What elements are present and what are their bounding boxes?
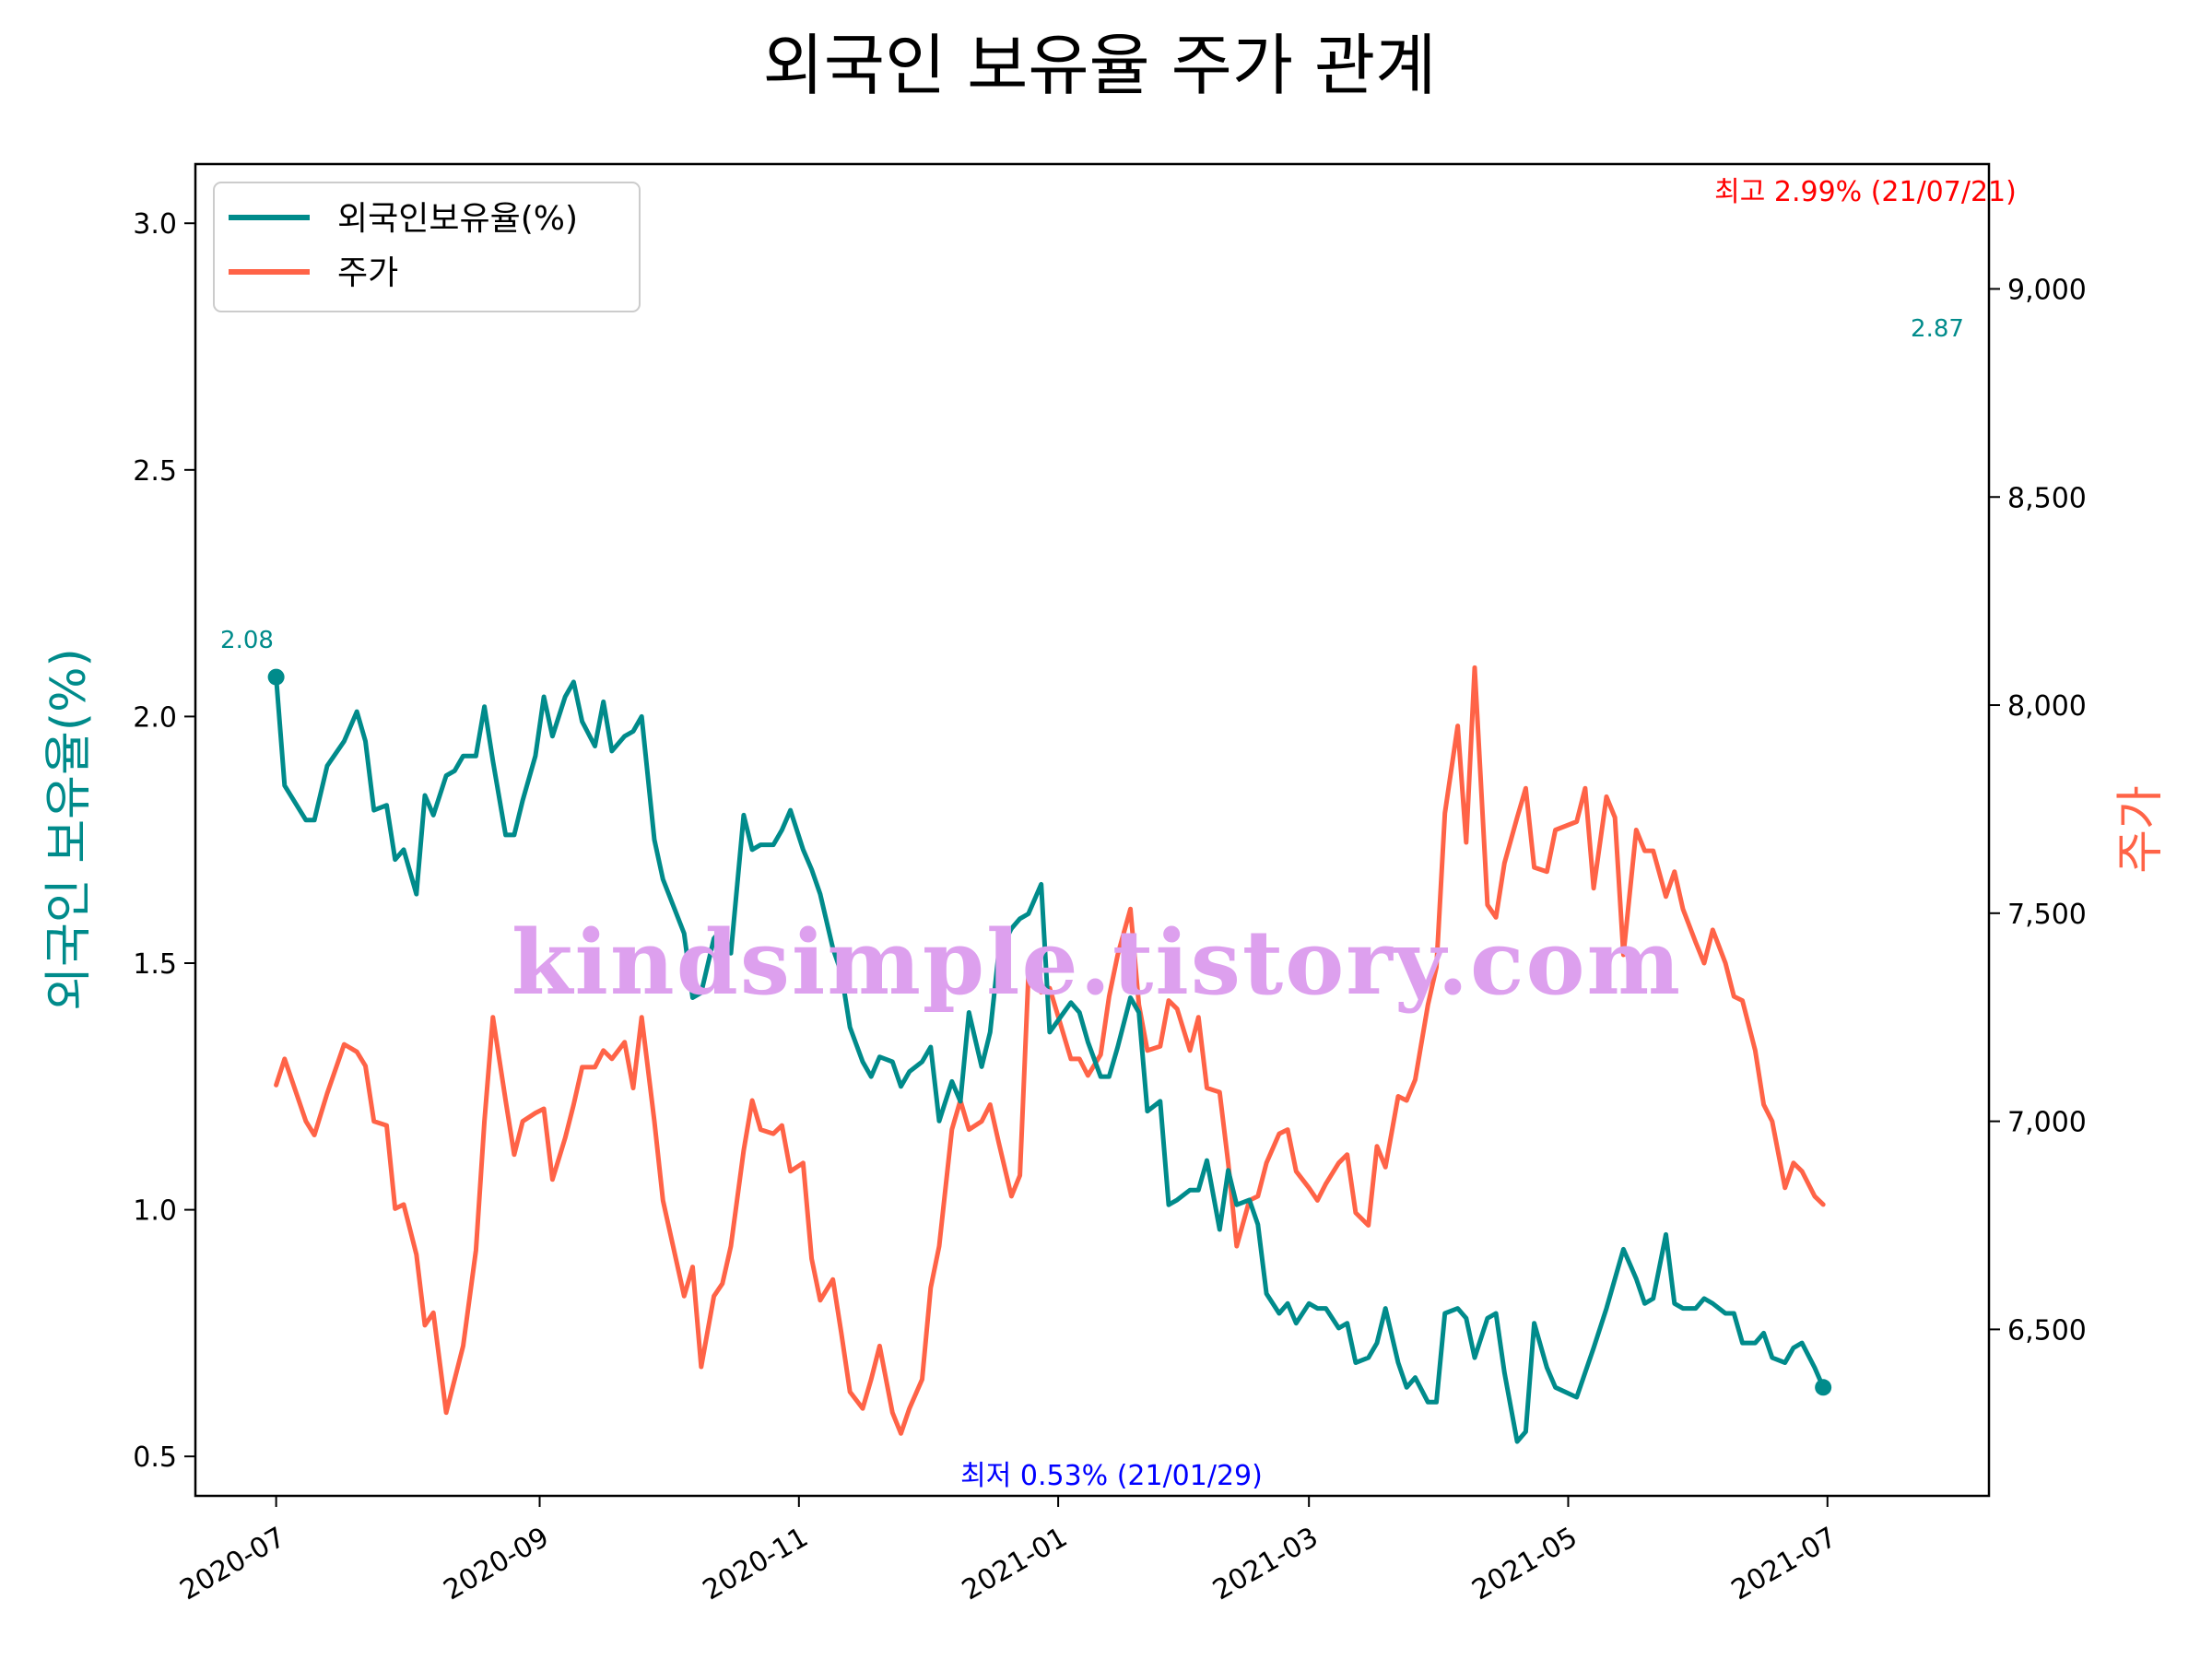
y-right-tick-label: 7,500 (2007, 899, 2087, 931)
y-axis-left-title: 외국인 보유율(%) (41, 648, 97, 1011)
chart-title: 외국인 보유율 주가 관계 (762, 27, 1436, 104)
series-layer (274, 665, 1826, 1444)
y-axis-right-title: 주가 (2113, 785, 2169, 874)
start-marker (267, 668, 285, 686)
watermark: kindsimple.tistory.com (512, 911, 1682, 1015)
y-left-tick-label: 1.5 (133, 948, 177, 981)
y-axis-right: 6,500 7,000 7,500 8,000 8,500 9,000 (1989, 274, 2087, 1347)
plot-area (194, 162, 1991, 1498)
min-annotation: 최저 0.53% (21/01/29) (960, 1460, 1263, 1492)
plot-frame (194, 162, 1991, 1498)
y-left-tick-label: 0.5 (133, 1441, 177, 1474)
y-left-tick-label: 2.5 (133, 455, 177, 488)
marker-layer (267, 668, 1832, 1396)
end-value-label: 2.87 (1911, 315, 1964, 343)
series-line-price (274, 665, 1826, 1436)
y-right-tick-label: 9,000 (2007, 274, 2087, 306)
y-axis-left: 0.5 1.0 1.5 2.0 2.5 3.0 (133, 208, 195, 1474)
start-value-label: 2.08 (220, 627, 274, 654)
y-right-tick-label: 7,000 (2007, 1107, 2087, 1139)
y-left-tick-label: 1.0 (133, 1195, 177, 1228)
y-left-tick-label: 3.0 (133, 208, 177, 241)
legend-box (213, 182, 641, 312)
legend-label-foreign-ratio: 외국인보유율(%) (337, 200, 578, 238)
end-marker (1815, 1379, 1832, 1396)
legend-label-price: 주가 (337, 254, 398, 292)
series-line-foreign-ratio (274, 675, 1826, 1444)
max-annotation: 최고 2.99% (21/07/21) (1714, 176, 2017, 208)
legend: 외국인보유율(%) 주가 (213, 182, 641, 312)
y-left-tick-label: 2.0 (133, 701, 177, 734)
y-right-tick-label: 6,500 (2007, 1314, 2087, 1347)
y-right-tick-label: 8,000 (2007, 690, 2087, 723)
y-right-tick-label: 8,500 (2007, 482, 2087, 514)
